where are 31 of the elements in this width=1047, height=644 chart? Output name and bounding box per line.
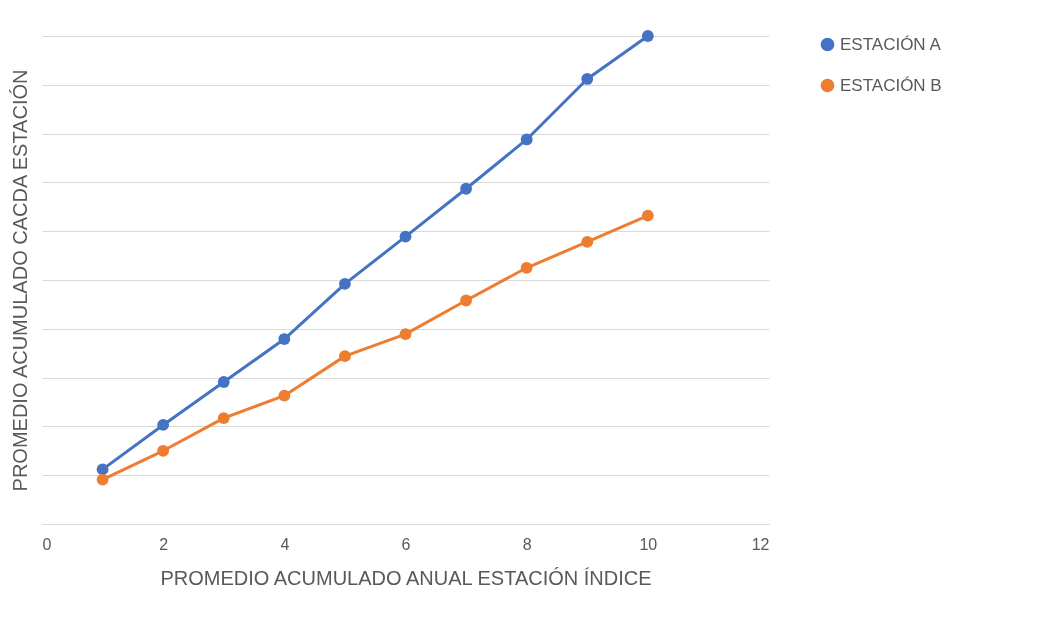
x-tick-label: 6: [401, 535, 411, 553]
point: [339, 278, 351, 290]
point: [641, 209, 654, 222]
x-tick-label: 12: [751, 535, 770, 553]
x-tick-label: 4: [280, 535, 290, 553]
legend-label: ESTACIÓN B: [840, 75, 942, 95]
legend-label: ESTACIÓN A: [840, 34, 942, 54]
point: [278, 389, 291, 402]
point: [96, 473, 109, 486]
point: [157, 444, 170, 457]
y-axis-title: PROMEDIO ACUMULADO CACDA ESTACIÓN: [8, 69, 31, 492]
x-tick-label: 10: [639, 535, 658, 553]
point: [581, 73, 594, 85]
x-tick-label: 2: [159, 535, 169, 553]
point: [641, 30, 654, 42]
point: [399, 328, 412, 341]
point: [217, 376, 230, 388]
x-tick-label: 0: [42, 535, 52, 553]
point: [520, 133, 533, 146]
point: [217, 412, 230, 425]
point: [581, 236, 594, 248]
point: [278, 333, 291, 345]
point: [460, 294, 472, 307]
point: [157, 419, 170, 431]
point: [520, 261, 533, 274]
point: [339, 350, 351, 363]
point: [96, 463, 109, 476]
x-tick-label: 8: [522, 535, 532, 553]
x-axis-title: PROMEDIO ACUMULADO ANUAL ESTACIÓN ÍNDICE: [160, 566, 652, 589]
point: [460, 182, 472, 195]
point: [399, 230, 412, 243]
